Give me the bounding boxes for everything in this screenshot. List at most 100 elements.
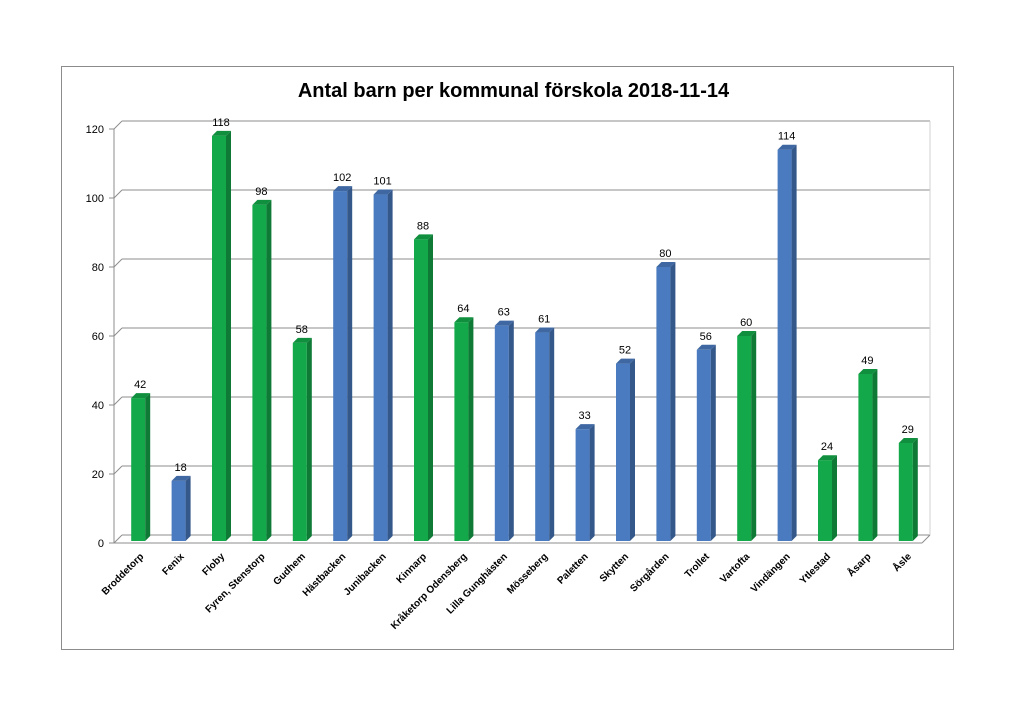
bar-chart: Antal barn per kommunal förskola 2018-11… [86,80,931,632]
bar-top [212,130,231,136]
bar-top [171,475,191,481]
bar-top [131,393,151,399]
bar [414,234,433,541]
data-label: 56 [700,331,712,343]
gridline-depth [113,120,123,130]
bar-top [535,327,555,333]
bar [171,475,191,541]
bar [292,337,312,541]
bar [656,262,676,541]
bar-side [630,358,635,541]
bar-side [306,337,312,541]
category-label: Sörgården [628,551,672,595]
gridline-depth [113,327,123,337]
bar-front [858,373,873,541]
bar-side [428,234,433,541]
data-label: 88 [417,220,429,232]
bar-top [818,455,837,461]
category-label: Kinnarp [395,551,429,585]
data-label: 33 [578,410,590,422]
bar-front [131,398,146,541]
data-label: 80 [659,248,671,260]
bar-top [616,358,635,364]
bar-front [616,363,630,541]
bar-top [656,262,676,267]
data-label: 101 [373,176,391,188]
bar-front [818,460,832,541]
data-label: 24 [821,441,833,453]
bar-top [898,437,918,443]
bar-side [185,475,191,541]
bar-top [373,189,393,195]
data-label: 49 [861,355,873,367]
bar [898,437,918,541]
bar-front [252,204,267,541]
category-label: Broddetorp [100,551,146,597]
y-axis-ticks: 0 20 40 60 80 100 120 [86,124,104,550]
bar-side [347,186,353,541]
category-label: Ytlestad [798,551,833,586]
category-label: Åsarp [844,550,873,579]
category-label: Floby [200,551,227,578]
y-tick-label: 60 [92,331,104,343]
bar-top [696,344,716,350]
bar [373,189,393,542]
bar-side [670,262,676,541]
category-label: Junibacken [342,551,389,598]
bar-front [212,135,226,541]
bar-front [333,191,348,541]
bar-side [145,393,151,541]
category-label: Paletten [555,551,590,586]
chart-title: Antal barn per kommunal förskola 2018-11… [298,80,730,102]
floor-right-edge [921,534,931,544]
bar-front [656,267,671,541]
bar-top [858,368,878,374]
bar [454,317,474,541]
category-label: Vartofta [718,551,752,585]
bar [737,331,757,541]
y-tick-label: 20 [92,469,104,481]
data-label: 98 [255,186,267,198]
category-label: Skytten [598,551,631,584]
category-label: Mösseberg [505,551,550,596]
bar [616,358,635,541]
bar [696,344,716,541]
category-label: Hästbacken [301,551,348,598]
y-tick-label: 80 [92,262,104,274]
data-label: 60 [740,317,752,329]
bar [252,199,272,541]
bar-top [333,186,353,192]
bar-top [737,331,757,336]
bar-top [494,320,514,326]
gridline-depth [113,465,123,475]
bar-side [468,317,474,541]
category-label: Vindängen [749,551,793,595]
bar [212,130,231,541]
chart-frame: Antal barn per kommunal förskola 2018-11… [61,66,954,650]
data-label: 114 [778,131,796,143]
data-label: 64 [457,303,469,315]
bar [131,393,151,541]
bar [575,424,595,541]
category-label: Kråketorp Odensberg [388,551,469,632]
bar-front [737,336,752,541]
data-label: 63 [498,307,510,319]
data-label: 42 [134,379,146,391]
bar-front [171,480,186,541]
data-label: 18 [174,462,186,474]
data-label: 102 [333,172,351,184]
bar-front [414,239,428,541]
bar [818,455,837,541]
bar-top [252,199,272,205]
data-label: 29 [902,424,914,436]
bar-side [266,199,272,541]
bar-top [292,337,312,343]
bar-front [535,332,550,541]
category-label: Trollet [683,551,712,580]
category-label: Fenix [160,551,187,578]
bar-side [791,144,797,541]
bar-front [494,325,509,541]
bar-top [777,144,797,150]
y-tick-label: 120 [86,124,104,136]
